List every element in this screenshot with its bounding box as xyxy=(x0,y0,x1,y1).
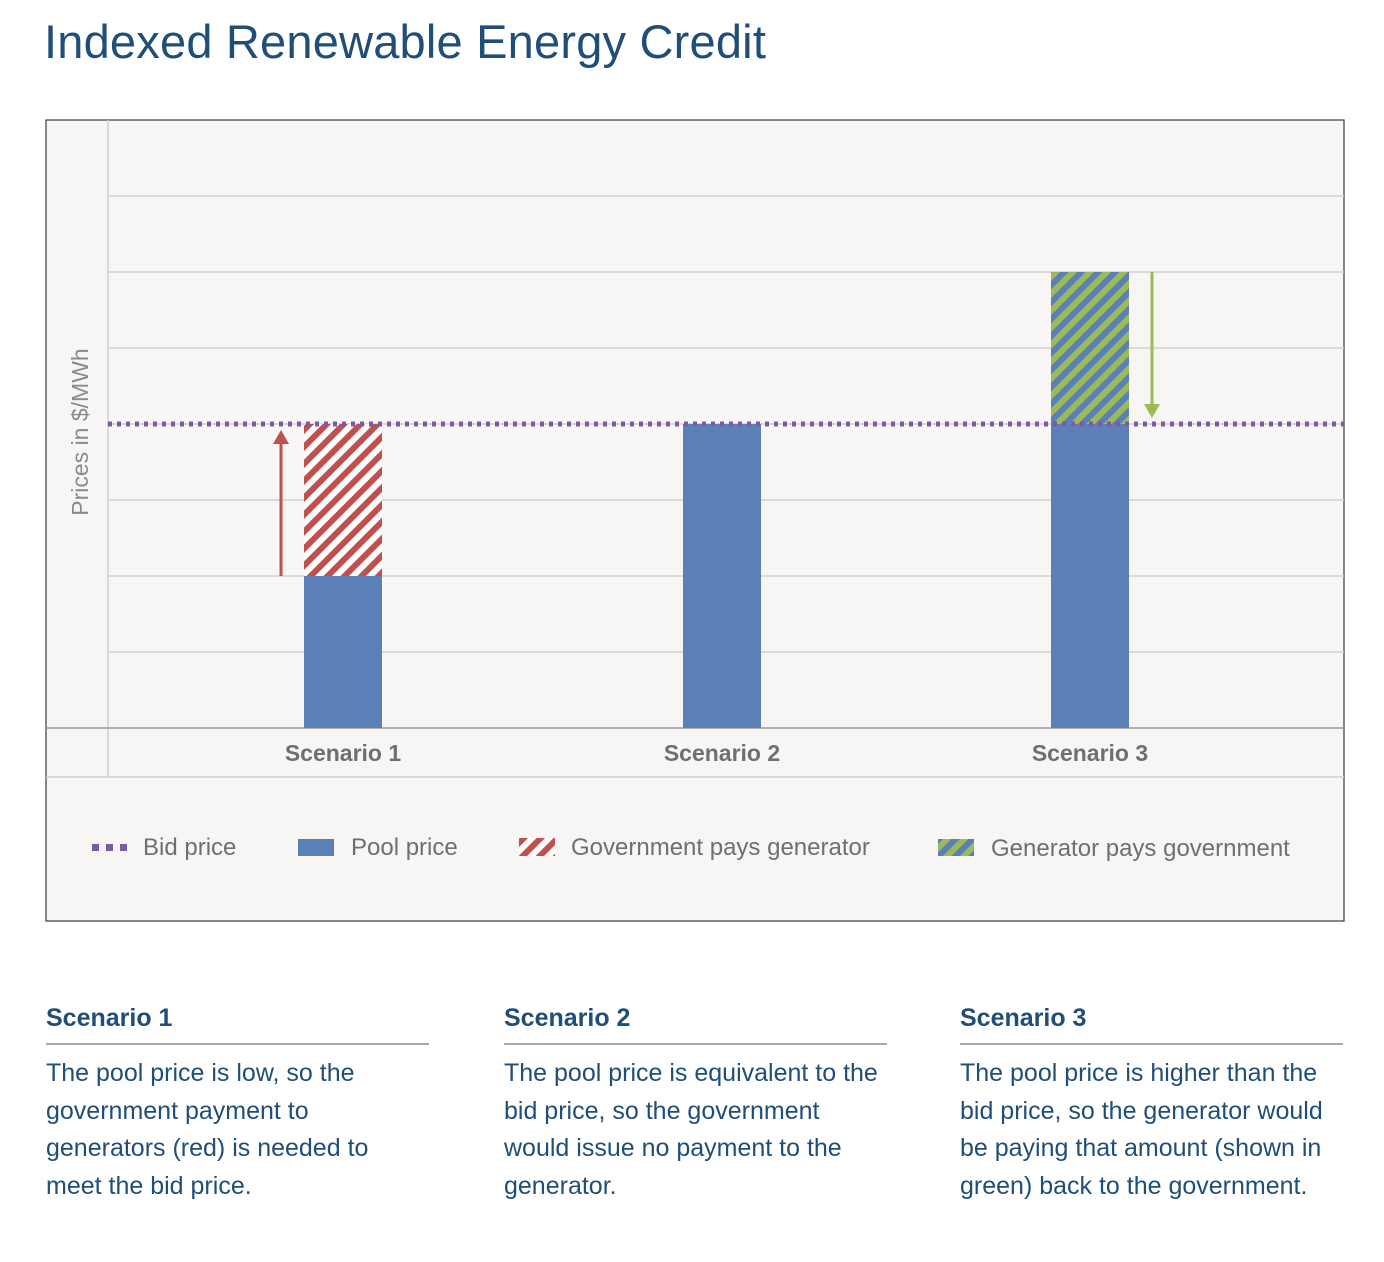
chart: Prices in $/MWh Scenario 1 Scenario 2 Scen… xyxy=(45,119,1345,922)
pool-price-bar xyxy=(1051,424,1129,728)
legend-bid-price-label: Bid price xyxy=(143,834,236,861)
scenario-1-text: The pool price is low, so the government… xyxy=(46,1059,369,1200)
y-axis-label: Prices in $/MWh xyxy=(67,348,93,515)
legend-pool-price-label: Pool price xyxy=(351,834,458,861)
pool-price-bar xyxy=(304,576,382,728)
legend-bid-price-symbol xyxy=(106,844,113,851)
scenario-1-description: Scenario 1 The pool price is low, so the… xyxy=(46,1004,429,1205)
legend-pool-price-symbol xyxy=(298,839,334,856)
legend-government-pays-generator-label: Government pays generator xyxy=(571,834,870,861)
government-pays-generator-bar xyxy=(304,424,382,576)
scenario-3-text: The pool price is higher than the bid pr… xyxy=(960,1059,1323,1200)
scenario-2-description: Scenario 2 The pool price is equivalent … xyxy=(504,1004,887,1205)
scenario-1-title: Scenario 1 xyxy=(46,1004,429,1045)
scenario-2-title: Scenario 2 xyxy=(504,1004,887,1045)
bars xyxy=(304,272,1129,728)
scenario-2-text: The pool price is equivalent to the bid … xyxy=(504,1059,878,1200)
x-tick-label: Scenario 2 xyxy=(664,740,780,766)
x-tick-label: Scenario 1 xyxy=(285,740,402,766)
scenario-3-description: Scenario 3 The pool price is higher than… xyxy=(960,1004,1343,1205)
generator-pays-government-bar xyxy=(1051,272,1129,424)
legend-generator-pays-government-symbol xyxy=(938,839,974,856)
page-title: Indexed Renewable Energy Credit xyxy=(44,15,767,68)
down-arrow-head xyxy=(1144,404,1160,418)
up-arrow-head xyxy=(273,430,289,444)
legend-generator-pays-government-label: Generator pays government xyxy=(991,835,1290,862)
legend: Bid price Pool price Government pays gener… xyxy=(92,834,1290,862)
legend-bid-price-symbol xyxy=(120,844,127,851)
legend-government-pays-generator-symbol xyxy=(519,838,555,856)
x-tick-label: Scenario 3 xyxy=(1032,740,1148,766)
arrows xyxy=(273,272,1160,576)
pool-price-bar xyxy=(683,424,761,728)
legend-bid-price-symbol xyxy=(92,844,99,851)
scenario-3-title: Scenario 3 xyxy=(960,1004,1343,1045)
x-tick-labels: Scenario 1 Scenario 2 Scenario 3 xyxy=(285,740,1148,766)
